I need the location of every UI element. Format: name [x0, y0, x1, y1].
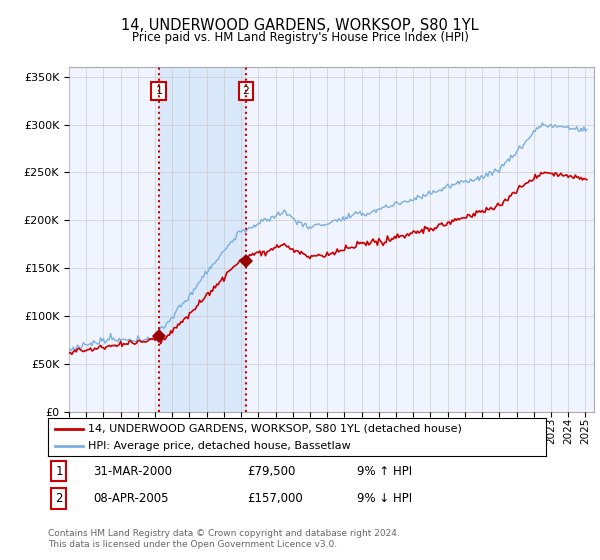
Text: 08-APR-2005: 08-APR-2005	[93, 492, 169, 505]
Text: 9% ↓ HPI: 9% ↓ HPI	[357, 492, 412, 505]
Text: 2: 2	[55, 492, 63, 505]
Text: £157,000: £157,000	[247, 492, 303, 505]
Text: HPI: Average price, detached house, Bassetlaw: HPI: Average price, detached house, Bass…	[88, 441, 350, 451]
Text: Contains HM Land Registry data © Crown copyright and database right 2024.
This d: Contains HM Land Registry data © Crown c…	[48, 529, 400, 549]
Text: 14, UNDERWOOD GARDENS, WORKSOP, S80 1YL (detached house): 14, UNDERWOOD GARDENS, WORKSOP, S80 1YL …	[88, 423, 462, 433]
Bar	[158, 67, 246, 412]
Text: 14, UNDERWOOD GARDENS, WORKSOP, S80 1YL: 14, UNDERWOOD GARDENS, WORKSOP, S80 1YL	[121, 18, 479, 32]
Text: Price paid vs. HM Land Registry's House Price Index (HPI): Price paid vs. HM Land Registry's House …	[131, 31, 469, 44]
Text: 2: 2	[242, 86, 249, 96]
Text: 1: 1	[155, 86, 162, 96]
Text: £79,500: £79,500	[247, 465, 296, 478]
Text: 31-MAR-2000: 31-MAR-2000	[93, 465, 172, 478]
Text: 9% ↑ HPI: 9% ↑ HPI	[357, 465, 412, 478]
Text: 1: 1	[55, 465, 63, 478]
